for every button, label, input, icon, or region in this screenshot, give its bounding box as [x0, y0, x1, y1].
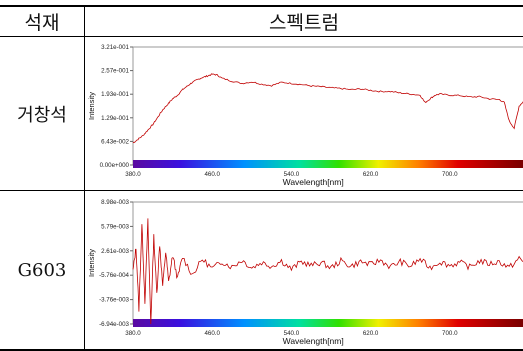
chart-geochang-plot-area	[132, 46, 523, 166]
chart-geochang-y-tick-label: 1.29e-001	[101, 115, 129, 122]
column-divider	[84, 6, 85, 350]
chart-geochang-x-tick-label: 460.0	[204, 171, 220, 178]
chart-g603-x-tick-label: 540.0	[284, 330, 300, 337]
chart-g603-x-tick-label: 620.0	[363, 330, 379, 337]
chart-g603-x-tick-label: 700.0	[442, 330, 458, 337]
chart-geochang-y-tick-label: 6.43e-002	[101, 138, 129, 145]
chart-g603-series-line-0	[132, 218, 523, 325]
chart-geochang-x-tick-label: 700.0	[442, 171, 458, 178]
chart-geochang-x-tick-label: 620.0	[363, 171, 379, 178]
chart-geochang-y-axis-title: Intensity	[87, 92, 96, 120]
chart-geochang-y-tick-label: 1.93e-001	[101, 91, 129, 98]
spectrum-chart-geochang: 0.00e+000 6.43e-002 1.29e-001 1.93e-001 2.57…	[87, 44, 523, 187]
chart-geochang-series-line-0	[132, 73, 523, 144]
chart-g603-x-axis-title: Wavelength[nm]	[283, 336, 344, 346]
header-spectrum: 스펙트럼	[269, 12, 339, 34]
row-label-geochang: 거창석	[17, 104, 67, 126]
chart-g603-y-axis-title: Intensity	[87, 249, 96, 277]
chart-geochang-x-axis-title: Wavelength[nm]	[283, 177, 344, 187]
chart-geochang-y-tick-label: 0.00e+000	[100, 162, 130, 169]
chart-geochang-x-tick-label: 540.0	[284, 171, 300, 178]
chart-geochang-y-tick-label: 2.57e-001	[101, 68, 129, 75]
table-bottom-border	[0, 349, 523, 351]
chart-geochang-x-tick-label: 380.0	[125, 171, 141, 178]
row-label-g603: G603	[17, 259, 67, 281]
chart-g603-y-tick-label: -5.76e-004	[99, 272, 129, 279]
chart-geochang-y-tick-label: 3.21e-001	[101, 44, 129, 51]
table-top-border	[0, 5, 523, 7]
chart-g603-plot-area	[132, 201, 523, 325]
chart-g603-x-tick-label: 460.0	[204, 330, 220, 337]
header-bottom-border	[0, 36, 523, 37]
spectrum-chart-g603: -6.94e-003 -3.76e-003 -5.76e-004 2.61e-003 5…	[87, 199, 523, 346]
chart-geochang-wavelength-color-bar	[133, 160, 523, 168]
header-material: 석재	[24, 12, 60, 34]
chart-g603-x-tick-label: 380.0	[125, 330, 141, 337]
chart-g603-y-tick-label: -3.76e-003	[99, 297, 129, 304]
chart-g603-wavelength-color-bar	[133, 319, 523, 327]
row-divider	[0, 190, 523, 191]
chart-g603-y-tick-label: 5.79e-003	[101, 223, 129, 230]
chart-g603-y-tick-label: -6.94e-003	[99, 321, 129, 328]
chart-g603-y-tick-label: 8.98e-003	[101, 199, 129, 206]
chart-g603-y-tick-label: 2.61e-003	[101, 248, 129, 255]
